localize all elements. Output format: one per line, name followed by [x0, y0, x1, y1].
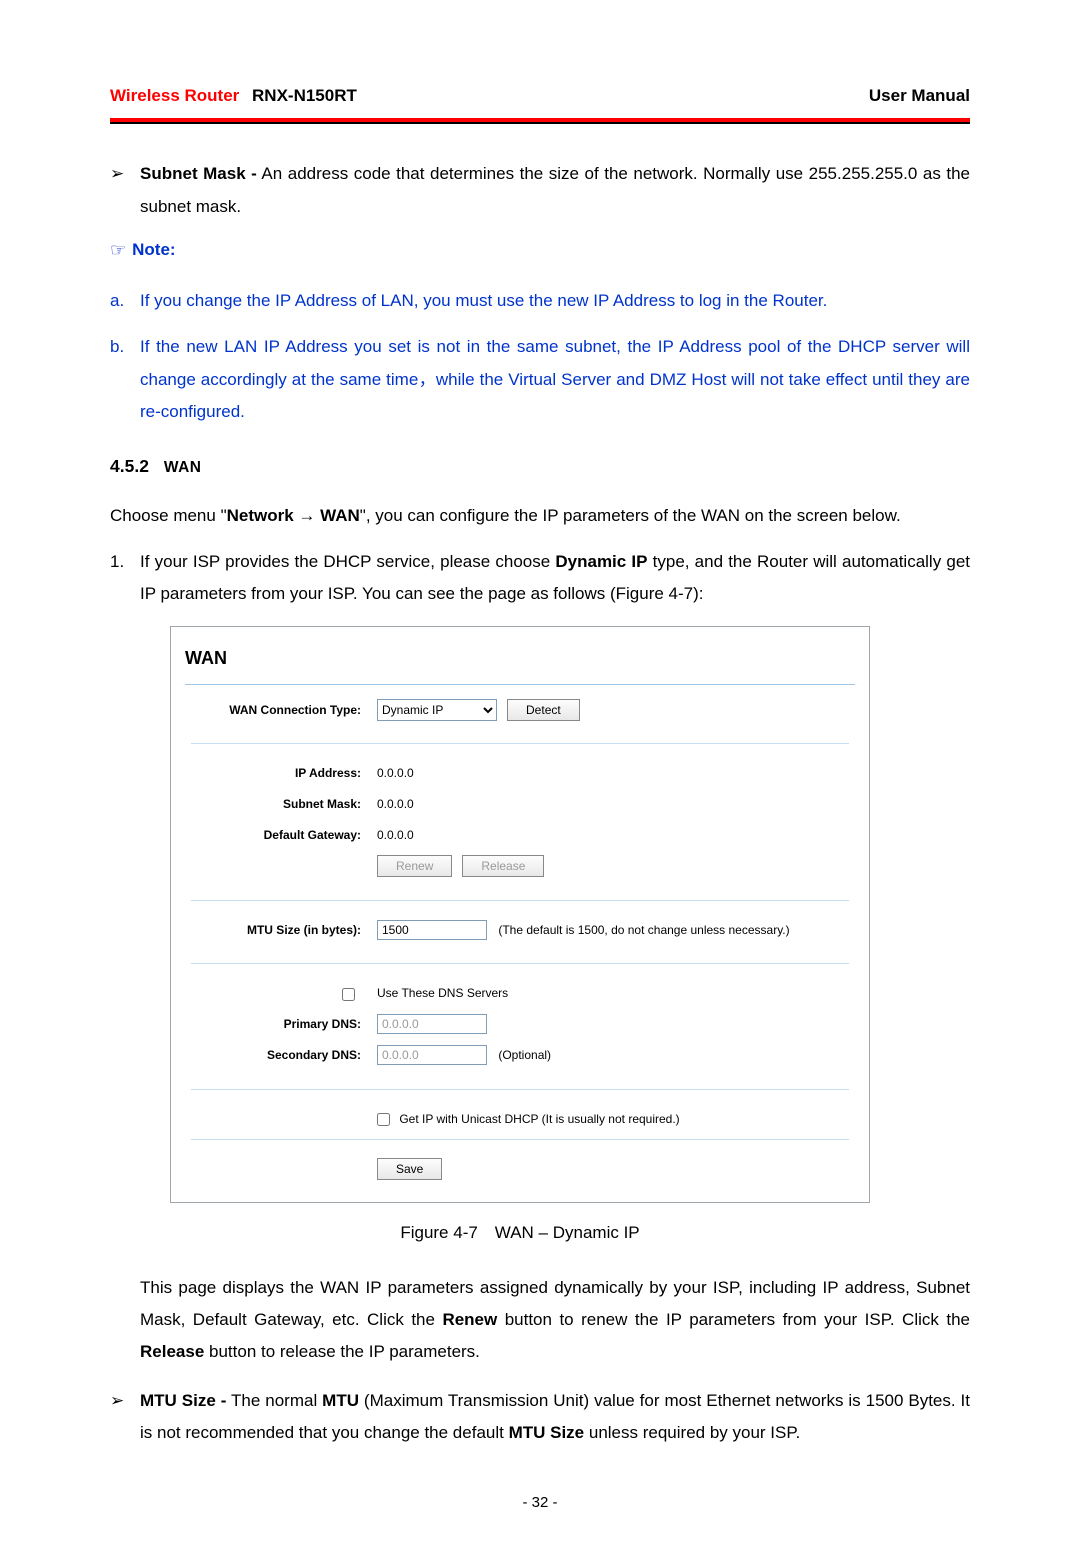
bullet-mtu-size: ➢ MTU Size - The normal MTU (Maximum Tra…	[110, 1385, 970, 1450]
lbl-conn-type: WAN Connection Type:	[171, 695, 371, 726]
mtu-b2: MTU	[322, 1391, 359, 1410]
note-item-a: a. If you change the IP Address of LAN, …	[110, 285, 970, 317]
wan-intro-bold: Network → WAN	[227, 506, 360, 525]
row-use-dns: Use These DNS Servers	[171, 978, 869, 1009]
bullet-subnet-mask: ➢ Subnet Mask - An address code that det…	[110, 158, 970, 223]
bullet-marker: ➢	[110, 158, 140, 223]
hint-optional: (Optional)	[498, 1048, 551, 1062]
hint-mtu: (The default is 1500, do not change unle…	[498, 923, 789, 937]
note-label: Note:	[132, 234, 175, 266]
explain-b2: Release	[140, 1342, 204, 1361]
explain-para: This page displays the WAN IP parameters…	[140, 1272, 970, 1369]
checkbox-use-dns[interactable]	[342, 988, 355, 1001]
panel-divider-4	[191, 963, 849, 964]
model: RNX-N150RT	[252, 86, 357, 105]
section-title: WAN	[164, 459, 202, 476]
brand: Wireless Router	[110, 86, 239, 105]
val-mask: 0.0.0.0	[371, 789, 869, 820]
select-conn-type[interactable]: Dynamic IP	[377, 699, 497, 721]
panel-title: WAN	[171, 637, 869, 683]
list1-bold: Dynamic IP	[555, 552, 647, 571]
row-save: Save	[171, 1154, 869, 1185]
bullet-desc: An address code that determines the size…	[140, 164, 970, 215]
lbl-pdns: Primary DNS:	[171, 1009, 371, 1040]
header-left: Wireless Router RNX-N150RT	[110, 80, 357, 112]
detect-button[interactable]: Detect	[507, 699, 580, 721]
input-sdns[interactable]	[377, 1045, 487, 1065]
bullet-text: Subnet Mask - An address code that deter…	[140, 158, 970, 223]
wan-intro: Choose menu "Network → WAN", you can con…	[110, 500, 970, 532]
list1-mark: 1.	[110, 546, 140, 611]
note-a-text: If you change the IP Address of LAN, you…	[140, 285, 970, 317]
release-button[interactable]: Release	[462, 855, 544, 877]
note-b-mark: b.	[110, 331, 140, 428]
row-mtu: MTU Size (in bytes): (The default is 150…	[171, 915, 869, 946]
panel-divider-3	[191, 900, 849, 901]
input-pdns[interactable]	[377, 1014, 487, 1034]
mtu-b3: MTU Size	[509, 1423, 585, 1442]
note-item-b: b. If the new LAN IP Address you set is …	[110, 331, 970, 428]
list1-pre: If your ISP provides the DHCP service, p…	[140, 552, 555, 571]
explain-b1: Renew	[442, 1310, 497, 1329]
row-sdns: Secondary DNS: (Optional)	[171, 1040, 869, 1071]
panel-divider-2	[191, 743, 849, 744]
lbl-ip: IP Address:	[171, 758, 371, 789]
note-heading: ☞ Note:	[110, 233, 970, 267]
row-mask: Subnet Mask: 0.0.0.0	[171, 789, 869, 820]
checkbox-unicast[interactable]	[377, 1113, 390, 1126]
mtu-bullet-text: MTU Size - The normal MTU (Maximum Trans…	[140, 1385, 970, 1450]
save-button[interactable]: Save	[377, 1158, 442, 1180]
renew-button[interactable]: Renew	[377, 855, 452, 877]
panel-divider	[185, 684, 855, 685]
panel-table: WAN Connection Type: Dynamic IP Detect I…	[171, 695, 869, 1185]
lbl-mtu: MTU Size (in bytes):	[171, 915, 371, 946]
figure-caption: Figure 4-7 WAN – Dynamic IP	[170, 1217, 870, 1249]
wan-intro-pre: Choose menu "	[110, 506, 227, 525]
note-icon: ☞	[110, 233, 126, 267]
note-a-mark: a.	[110, 285, 140, 317]
list-item-1: 1. If your ISP provides the DHCP service…	[110, 546, 970, 611]
header-rule	[110, 118, 970, 122]
figure-4-7: WAN WAN Connection Type: Dynamic IP Dete…	[170, 626, 970, 1203]
lbl-use-dns: Use These DNS Servers	[371, 978, 869, 1009]
header-right: User Manual	[869, 80, 970, 112]
val-gw: 0.0.0.0	[371, 820, 869, 851]
mtu-b1: MTU Size -	[140, 1391, 226, 1410]
row-unicast: Get IP with Unicast DHCP (It is usually …	[171, 1104, 869, 1135]
row-pdns: Primary DNS:	[171, 1009, 869, 1040]
lbl-mask: Subnet Mask:	[171, 789, 371, 820]
input-mtu[interactable]	[377, 920, 487, 940]
explain-mid: button to renew the IP parameters from y…	[497, 1310, 970, 1329]
row-gw: Default Gateway: 0.0.0.0	[171, 820, 869, 851]
row-renew-release: Renew Release	[171, 851, 869, 882]
panel-divider-6	[191, 1139, 849, 1140]
wan-intro-post: ", you can configure the IP parameters o…	[360, 506, 901, 525]
wan-panel: WAN WAN Connection Type: Dynamic IP Dete…	[170, 626, 870, 1203]
lbl-sdns: Secondary DNS:	[171, 1040, 371, 1071]
val-ip: 0.0.0.0	[371, 758, 869, 789]
section-heading: 4.5.2 WAN	[110, 450, 970, 483]
section-num: 4.5.2	[110, 456, 149, 476]
row-conn-type: WAN Connection Type: Dynamic IP Detect	[171, 695, 869, 726]
mtu-bullet-marker: ➢	[110, 1385, 140, 1450]
panel-divider-5	[191, 1089, 849, 1090]
page-number: - 32 -	[110, 1489, 970, 1518]
page-header: Wireless Router RNX-N150RT User Manual	[110, 80, 970, 118]
list1-text: If your ISP provides the DHCP service, p…	[140, 546, 970, 611]
row-ip: IP Address: 0.0.0.0	[171, 758, 869, 789]
lbl-gw: Default Gateway:	[171, 820, 371, 851]
lbl-unicast: Get IP with Unicast DHCP (It is usually …	[399, 1112, 679, 1126]
note-b-text: If the new LAN IP Address you set is not…	[140, 331, 970, 428]
mtu-t3: unless required by your ISP.	[584, 1423, 800, 1442]
mtu-t1: The normal	[226, 1391, 322, 1410]
explain-post: button to release the IP parameters.	[204, 1342, 480, 1361]
bullet-label: Subnet Mask -	[140, 164, 257, 183]
